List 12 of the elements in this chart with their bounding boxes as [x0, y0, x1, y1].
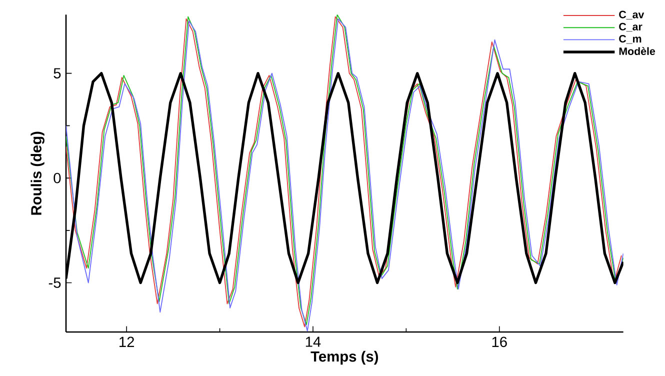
y-tick-label: 0	[54, 172, 61, 184]
legend-label: C_av	[619, 10, 644, 20]
legend-label: Modèle	[619, 47, 656, 56]
y-tick-label: -5	[48, 278, 61, 288]
x-axis-title: Temps (s)	[310, 350, 378, 365]
x-tick-label: 16	[492, 336, 507, 348]
y-axis-title: Roulis (deg)	[30, 132, 44, 215]
legend-label: C_m	[619, 34, 642, 44]
x-tick-label: 14	[306, 336, 321, 347]
y-tick-label: 5	[54, 68, 61, 78]
legend-label: C_ar	[619, 22, 642, 32]
x-tick-label: 12	[120, 336, 134, 347]
